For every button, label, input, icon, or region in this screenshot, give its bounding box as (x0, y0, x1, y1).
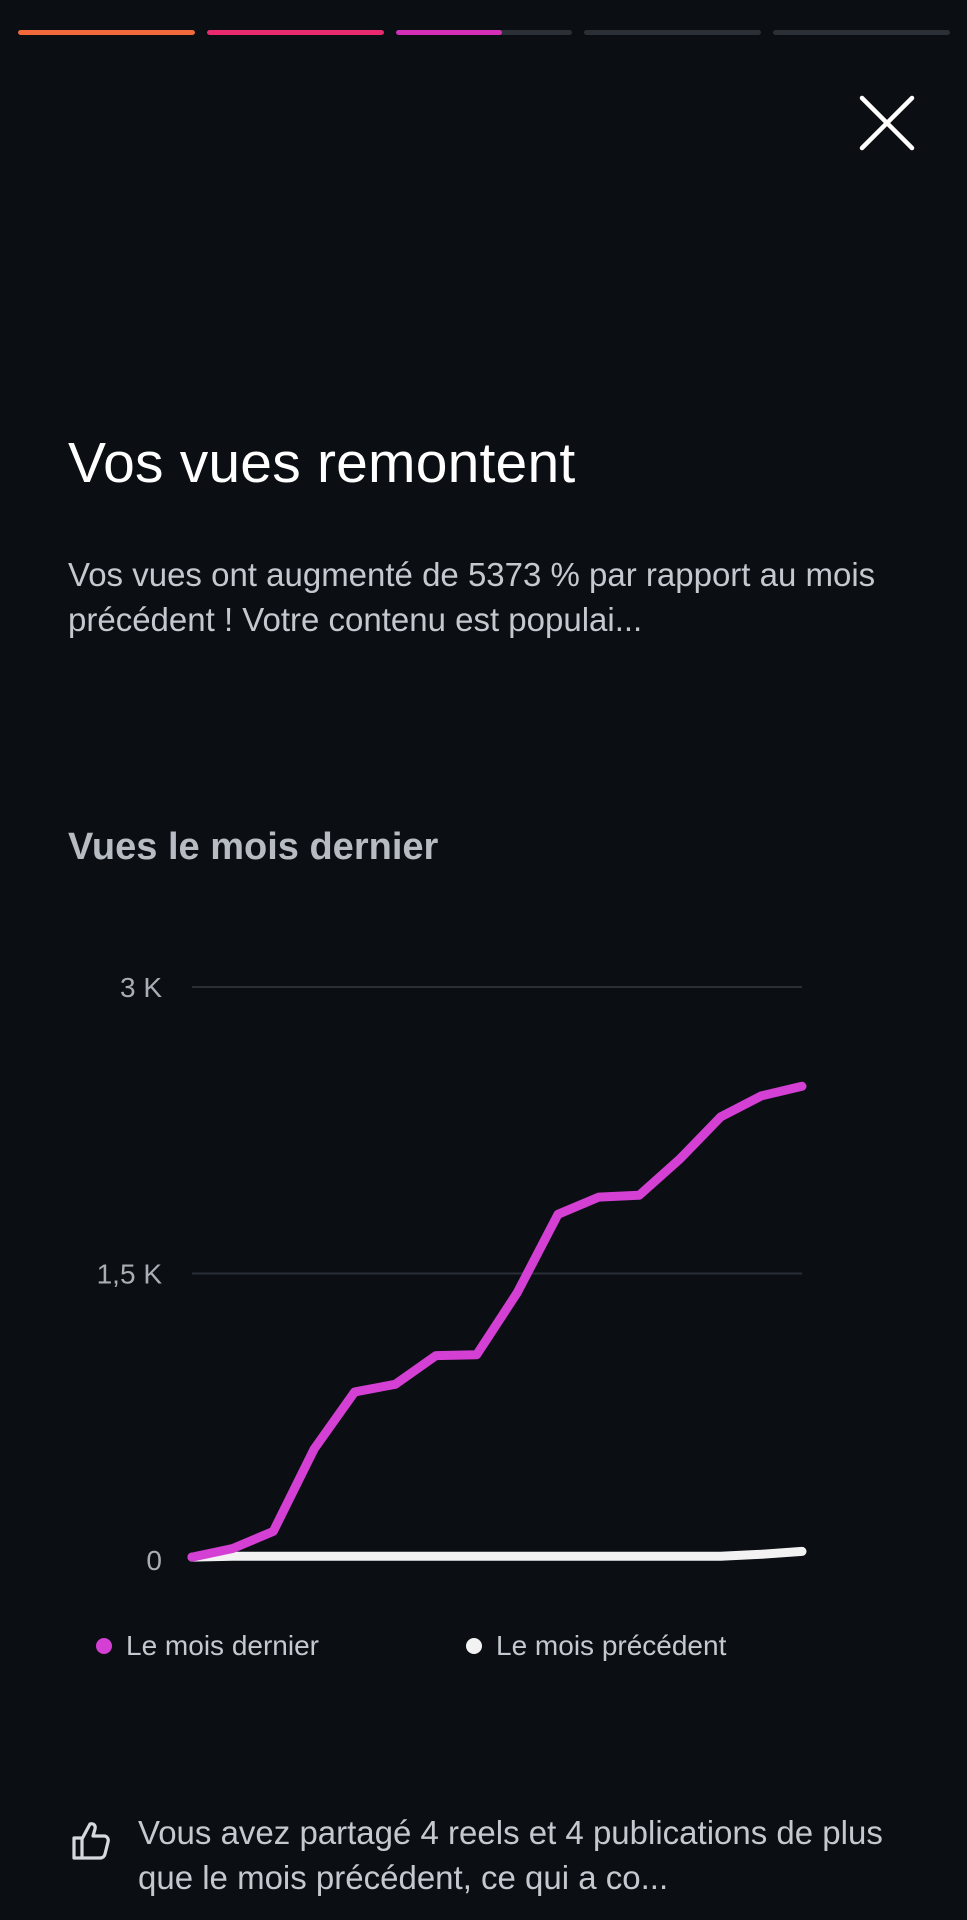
progress-segment-4 (584, 30, 762, 35)
legend-dot-last-month (96, 1638, 112, 1654)
insight-text: Vous avez partagé 4 reels et 4 publicati… (138, 1814, 883, 1896)
insight-row: Vous avez partagé 4 reels et 4 publicati… (68, 1810, 928, 1900)
views-chart: 3 K 1,5 K 0 (0, 940, 967, 1600)
legend-item-last-month: Le mois dernier (96, 1630, 319, 1662)
legend-item-previous-month: Le mois précédent (466, 1630, 726, 1662)
progress-segment-1 (18, 30, 195, 35)
story-progress-bar (18, 30, 950, 35)
y-tick-label: 0 (146, 1545, 162, 1576)
legend-label-last-month: Le mois dernier (126, 1630, 319, 1661)
close-icon (859, 95, 915, 151)
close-button[interactable] (856, 92, 918, 154)
y-tick-label: 1,5 K (97, 1259, 163, 1290)
page-title: Vos vues remontent (68, 431, 576, 495)
page-description: Vos vues ont augmenté de 5373 % par rapp… (68, 556, 876, 638)
series-line-last-month (187, 1081, 807, 1562)
legend-dot-previous-month (466, 1638, 482, 1654)
progress-segment-5 (773, 30, 950, 35)
series-line-previous-month (187, 1546, 807, 1562)
progress-segment-2 (206, 30, 384, 35)
legend-label-previous-month: Le mois précédent (496, 1630, 727, 1661)
views-chart-svg: 3 K 1,5 K 0 (97, 972, 807, 1576)
chart-legend: Le mois dernier Le mois précédent (96, 1630, 896, 1670)
chart-title: Vues le mois dernier (68, 826, 439, 868)
progress-segment-3 (395, 30, 573, 35)
thumbs-up-icon (68, 1818, 112, 1862)
y-tick-label: 3 K (120, 972, 162, 1003)
